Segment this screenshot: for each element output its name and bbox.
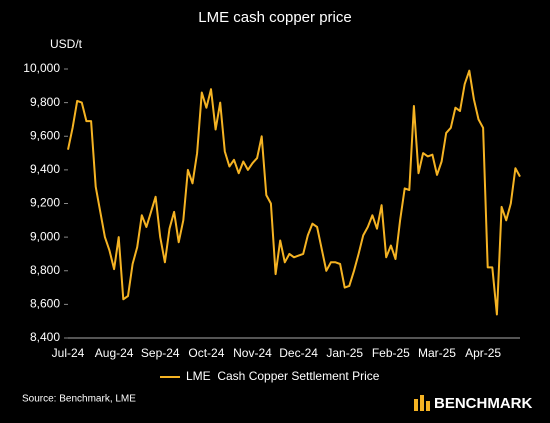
x-tick-label: Nov-24: [233, 346, 272, 360]
y-tick-label: 8,400: [30, 330, 60, 344]
x-tick-label: Aug-24: [95, 346, 134, 360]
x-tick-label: Oct-24: [188, 346, 224, 360]
logo: BENCHMARK: [434, 395, 532, 412]
x-tick-label: Sep-24: [141, 346, 180, 360]
y-tick-label: 10,000: [23, 61, 60, 75]
x-tick-label: Jan-25: [326, 346, 363, 360]
y-tick-label: 8,800: [30, 263, 60, 277]
x-tick-label: Feb-25: [372, 346, 410, 360]
y-tick-label: 8,600: [30, 297, 60, 311]
y-tick-label: 9,400: [30, 162, 60, 176]
y-tick-label: 9,000: [30, 229, 60, 243]
logo-icon: [414, 395, 430, 411]
x-tick-label: Jul-24: [52, 346, 85, 360]
x-tick-label: Apr-25: [465, 346, 501, 360]
x-tick-label: Dec-24: [279, 346, 318, 360]
chart-title: LME cash copper price: [198, 9, 351, 26]
y-tick-label: 9,200: [30, 196, 60, 210]
legend-label: LME Cash Copper Settlement Price: [186, 369, 380, 383]
y-tick-label: 9,600: [30, 128, 60, 142]
x-tick-label: Mar-25: [418, 346, 456, 360]
source: Source: Benchmark, LME: [22, 394, 136, 405]
series-line: [67, 69, 521, 316]
y-axis-label: USD/t: [50, 37, 83, 51]
y-tick-label: 9,800: [30, 95, 60, 109]
